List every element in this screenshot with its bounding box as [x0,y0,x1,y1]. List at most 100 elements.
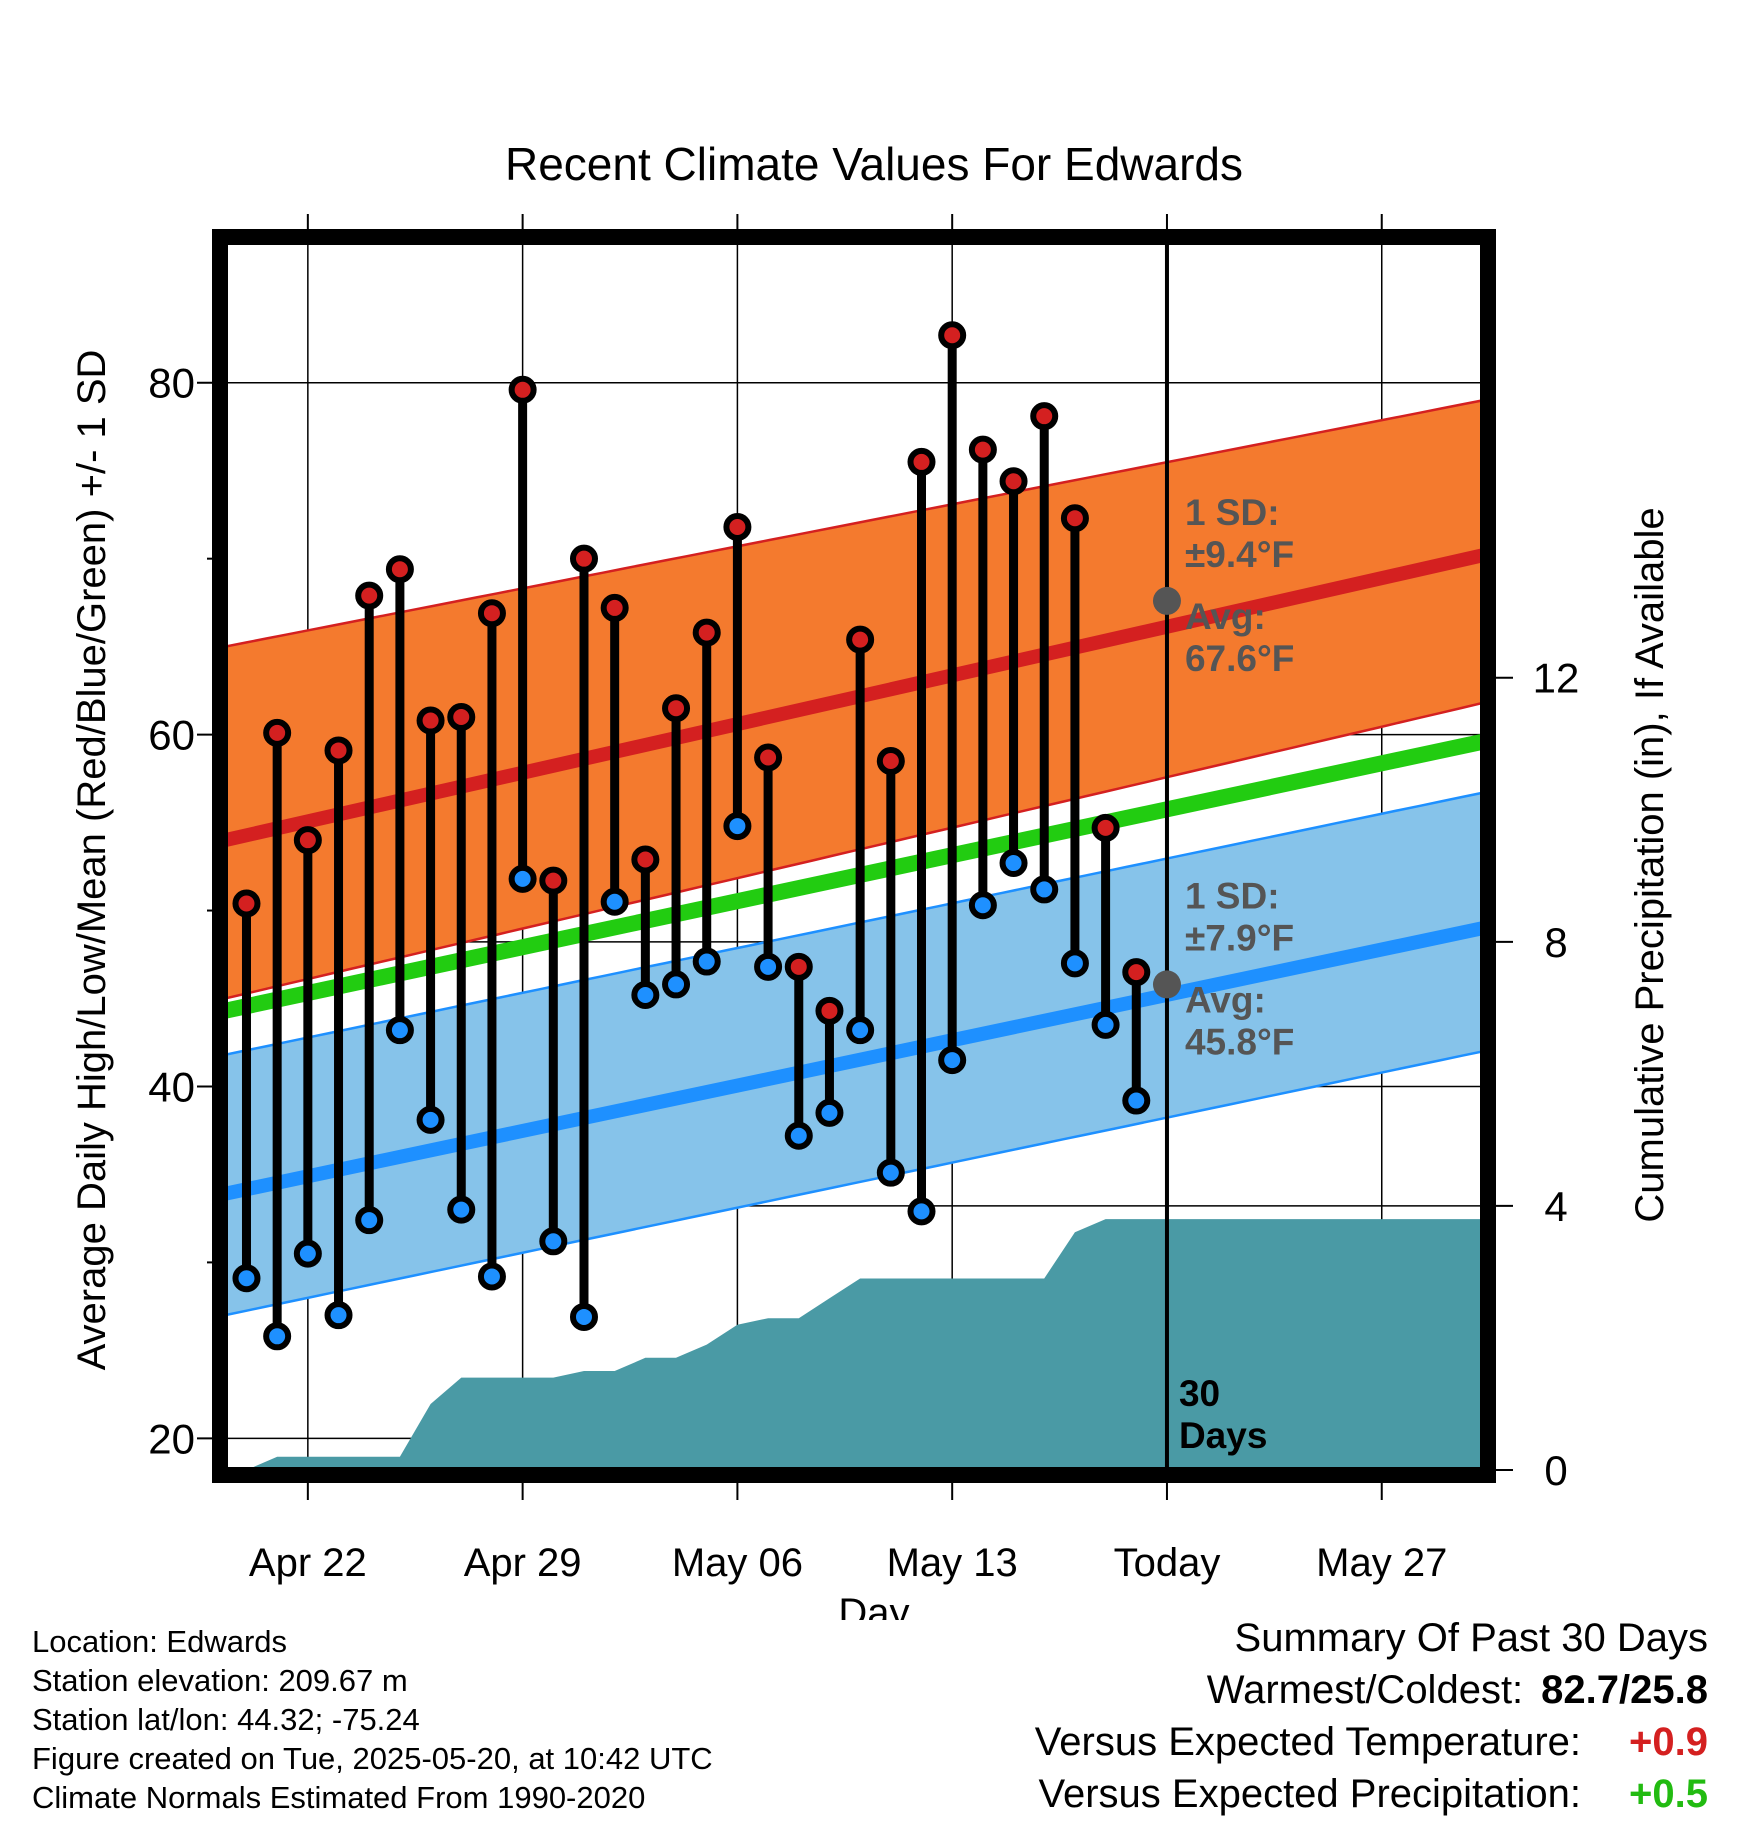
high-point [1030,402,1059,431]
high-point [232,889,261,918]
high-point [355,581,384,610]
high-point [907,447,936,476]
high-point [999,467,1028,496]
high-point [723,513,752,542]
low-point [968,891,997,920]
y-tick-label-20: 20 [148,1415,195,1462]
low-point [938,1046,967,1075]
summary-warmest-coldest: Warmest/Coldest: 82.7/25.8 [1035,1664,1708,1716]
temperature-value: +0.9 [1629,1720,1708,1764]
today-low-avg-marker [1152,970,1181,999]
x-tick-label-May 13: May 13 [887,1541,1018,1585]
low-sd-label: 1 SD: [1185,875,1280,916]
low-point [876,1158,905,1187]
station-info: Location: Edwards Station elevation: 209… [32,1622,713,1817]
low-point [631,980,660,1009]
low-point [692,947,721,976]
low-point [784,1121,813,1150]
low-point [324,1301,353,1330]
low-avg-value: 45.8°F [1185,1021,1294,1062]
days-word: Days [1179,1415,1267,1456]
low-point [232,1264,261,1293]
y-right-tick-label-8: 8 [1544,919,1567,966]
summary-panel: Summary Of Past 30 Days Warmest/Coldest:… [1035,1612,1708,1820]
high-point [293,826,322,855]
high-point [815,996,844,1025]
x-tick-label-Today: Today [1114,1541,1221,1585]
low-point [999,849,1028,878]
low-point [263,1322,292,1351]
high-point [876,746,905,775]
high-point [324,736,353,765]
y-right-tick-label-0: 0 [1544,1447,1567,1494]
high-avg-value: 67.6°F [1185,638,1294,679]
low-point [447,1195,476,1224]
low-point [508,864,537,893]
low-point [355,1206,384,1235]
warmest-coldest-value: 82.7/25.8 [1541,1668,1708,1712]
high-point [846,625,875,654]
high-point [263,718,292,747]
low-point [416,1105,445,1134]
x-tick-label-Apr 29: Apr 29 [464,1541,582,1585]
normals-text: Climate Normals Estimated From 1990-2020 [32,1780,646,1815]
y-axis-label-right: Cumulative Precipitation (in), If Availa… [1628,507,1672,1222]
high-point [385,555,414,584]
low-point [477,1262,506,1291]
high-point [631,845,660,874]
high-point [416,706,445,735]
warmest-coldest-label: Warmest/Coldest: [1206,1668,1524,1712]
high-point [754,743,783,772]
plot-area [225,242,1483,1470]
y-right-tick-label-12: 12 [1533,655,1580,702]
high-point [1122,958,1151,987]
temperature-label: Versus Expected Temperature: [1034,1720,1582,1764]
low-avg-label: Avg: [1185,979,1266,1020]
high-point [662,694,691,723]
x-axis-label: Day [838,1591,909,1620]
low-point [846,1016,875,1045]
summary-heading: Summary Of Past 30 Days [1234,1616,1708,1660]
low-point [815,1098,844,1127]
low-point [293,1239,322,1268]
summary-precipitation: Versus Expected Precipitation: +0.5 [1035,1768,1709,1820]
high-point [477,599,506,628]
low-point [754,952,783,981]
precipitation-value: +0.5 [1629,1772,1708,1816]
x-tick-label-Apr 22: Apr 22 [249,1541,367,1585]
high-sd-label: 1 SD: [1185,492,1280,533]
high-avg-label: Avg: [1185,596,1266,637]
low-point [1060,949,1089,978]
location-text: Location: Edwards [32,1624,288,1659]
high-point [784,952,813,981]
high-point [447,703,476,732]
high-point [569,544,598,573]
high-point [692,618,721,647]
low-avg-line [225,921,1483,1201]
low-point [539,1227,568,1256]
today-high-avg-marker [1152,586,1181,615]
high-point [1060,504,1089,533]
x-tick-label-May 27: May 27 [1316,1541,1447,1585]
x-tick-label-May 06: May 06 [672,1541,803,1585]
created-text: Figure created on Tue, 2025-05-20, at 10… [32,1741,713,1776]
y-tick-label-80: 80 [148,360,195,407]
low-point [662,970,691,999]
high-point [508,375,537,404]
precipitation-label: Versus Expected Precipitation: [1038,1772,1582,1816]
high-point [600,593,629,622]
precip-area [246,1219,1483,1470]
high-point [539,866,568,895]
summary-temperature: Versus Expected Temperature: +0.9 [1035,1716,1708,1768]
chart-title: Recent Climate Values For Edwards [505,138,1243,190]
y-axis-label-left: Average Daily High/Low/Mean (Red/Blue/Gr… [70,350,114,1371]
low-point [723,812,752,841]
low-point [1030,875,1059,904]
low-point [907,1197,936,1226]
low-point [569,1302,598,1331]
y-tick-label-60: 60 [148,712,195,759]
high-sd-value: ±9.4°F [1185,534,1294,575]
elevation-text: Station elevation: 209.67 m [32,1663,408,1698]
y-right-tick-label-4: 4 [1544,1183,1567,1230]
